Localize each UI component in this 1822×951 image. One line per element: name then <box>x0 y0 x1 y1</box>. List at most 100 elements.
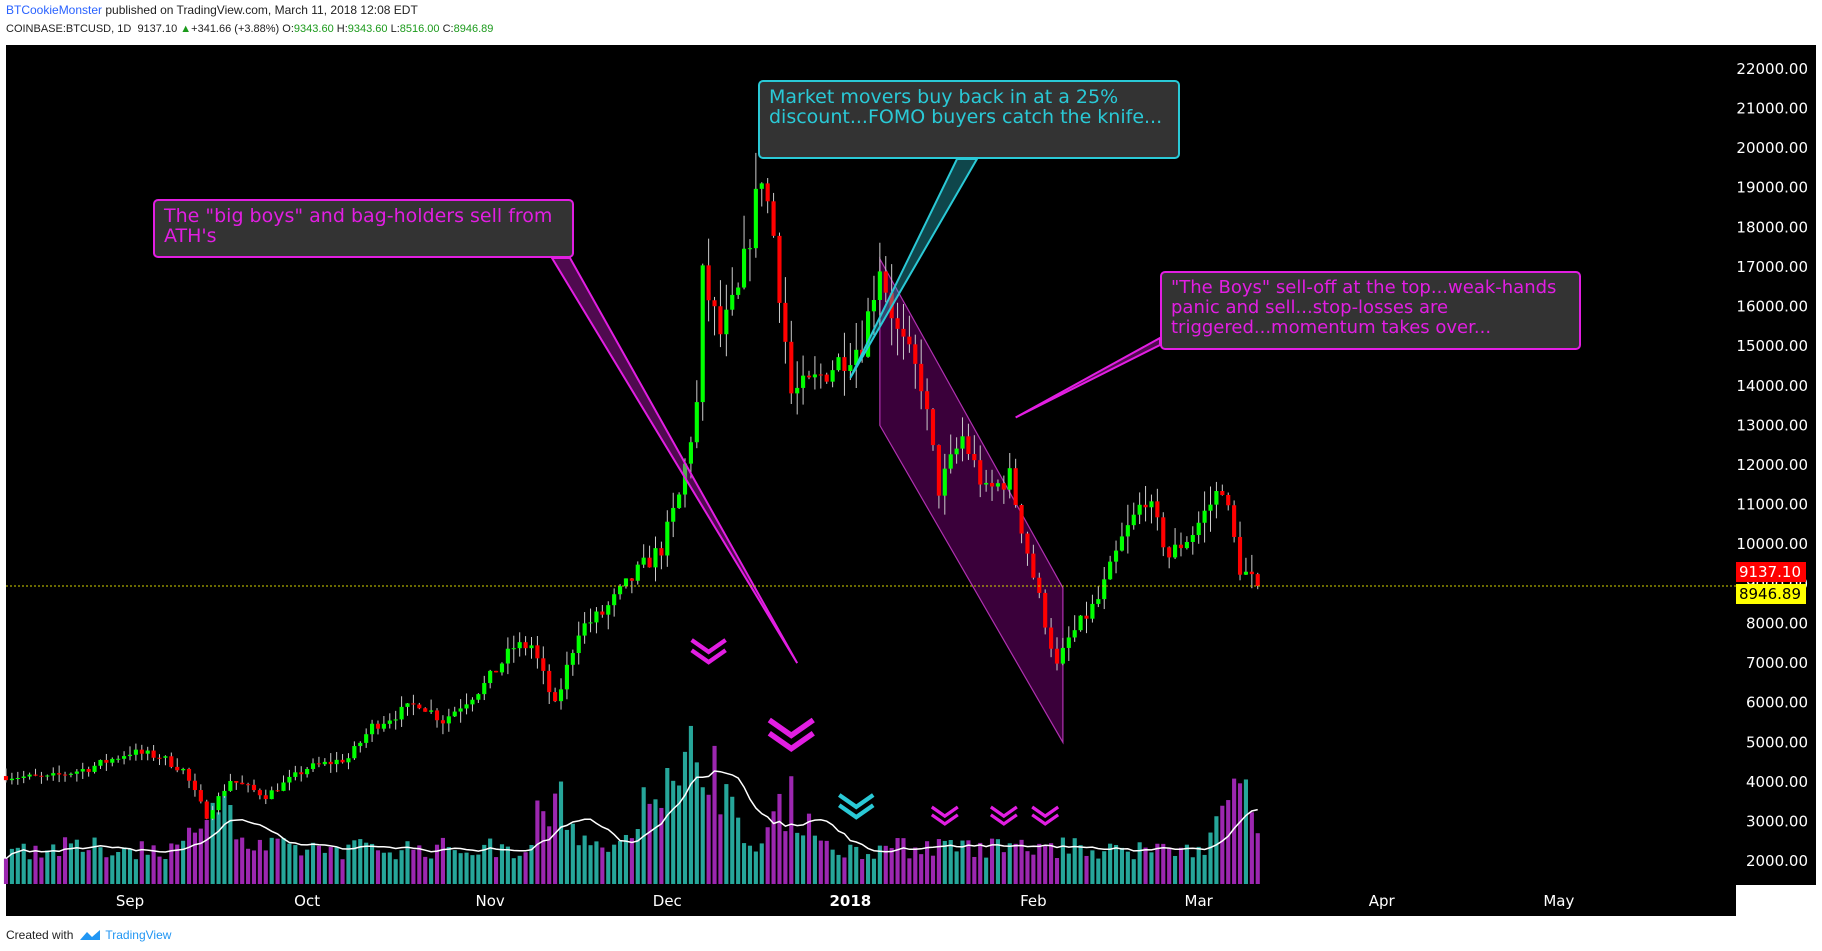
candle <box>494 670 499 673</box>
x-tick-label: Feb <box>1020 892 1047 910</box>
candle <box>257 788 262 800</box>
volume-bar <box>399 850 404 884</box>
volume-bar <box>1007 843 1012 884</box>
candle <box>541 646 546 685</box>
buyback-pointer <box>849 158 979 379</box>
annotation-buy-back[interactable]: Market movers buy back in at a 25% disco… <box>758 80 1180 159</box>
candle <box>848 342 853 381</box>
volume-bar <box>854 846 859 884</box>
candle <box>1143 485 1148 522</box>
candle-body <box>192 780 198 791</box>
candle-body <box>1190 535 1195 542</box>
volume-bar <box>222 791 227 884</box>
candle-body <box>275 790 280 792</box>
candle <box>925 378 930 431</box>
candle <box>181 767 186 775</box>
author-link[interactable]: BTCookieMonster <box>6 3 103 17</box>
high-label: H: <box>336 23 348 35</box>
candle <box>588 608 593 633</box>
candle-body <box>1060 647 1065 664</box>
publish-line: BTCookieMonster published on TradingView… <box>6 4 418 17</box>
volume-bar <box>759 843 764 884</box>
candle <box>116 755 121 763</box>
candle <box>417 702 422 710</box>
tradingview-link[interactable]: TradingView <box>79 928 171 942</box>
annotation-ath-sell[interactable]: The "big boys" and bag-holders sell from… <box>153 199 574 258</box>
candle <box>606 601 611 630</box>
volume-bar <box>765 827 770 884</box>
candle <box>263 789 268 805</box>
candle <box>405 703 410 716</box>
candle <box>877 242 882 327</box>
candle <box>104 753 109 771</box>
candle-body <box>647 557 652 568</box>
chevron-down-icon <box>690 648 727 665</box>
candle-body <box>316 763 322 765</box>
candle <box>275 783 280 792</box>
volume-bar <box>1054 858 1060 884</box>
candle-body <box>263 795 268 800</box>
candle-body <box>458 708 463 712</box>
candle-body <box>346 758 351 763</box>
candle-body <box>370 723 375 735</box>
candle <box>1184 536 1189 550</box>
candle <box>960 417 965 462</box>
volume-bar <box>51 844 56 884</box>
candle <box>39 771 44 784</box>
volume-bar <box>907 858 912 884</box>
volume-bar <box>795 832 800 884</box>
volume-bar <box>1131 859 1136 884</box>
candle-body <box>393 719 398 721</box>
volume-bar <box>9 848 14 884</box>
volume-bar <box>234 839 239 884</box>
volume-bar <box>523 852 528 884</box>
candle <box>470 697 475 712</box>
candle-body <box>688 442 693 464</box>
volume-bar <box>1078 845 1083 884</box>
candle <box>582 612 587 644</box>
candle <box>222 784 227 798</box>
candle <box>511 635 516 663</box>
candle-body <box>730 294 735 310</box>
candle <box>157 754 162 766</box>
annotation-sell-off[interactable]: "The Boys" sell-off at the top...weak-ha… <box>1160 271 1581 350</box>
candle <box>122 751 127 765</box>
candle-body <box>789 341 794 394</box>
candle-body <box>576 635 581 654</box>
candle <box>464 693 469 715</box>
change-value: ▲+341.66 (+3.88%) <box>180 23 280 35</box>
time-axis-area[interactable] <box>6 885 1736 916</box>
candle-body <box>588 622 593 624</box>
chart-plot-area[interactable] <box>6 45 1736 885</box>
y-tick-label: 16000.00 <box>1736 298 1808 316</box>
candle <box>21 770 26 784</box>
candle-body <box>310 763 316 769</box>
volume-bar <box>1226 800 1231 884</box>
candle <box>358 741 363 753</box>
candle-body <box>1119 536 1125 551</box>
candle <box>1013 458 1018 508</box>
close-value: 8946.89 <box>453 23 494 35</box>
candle <box>871 275 877 336</box>
candle-body <box>653 548 658 568</box>
candle-body <box>558 689 564 702</box>
price-axis-area[interactable] <box>1736 45 1816 885</box>
candle-body <box>269 790 274 800</box>
x-tick-label: Mar <box>1185 892 1214 910</box>
volume-bar <box>1090 850 1095 884</box>
candle-body <box>594 611 599 623</box>
candle-body <box>801 375 806 388</box>
candle <box>972 435 977 468</box>
candle-body <box>86 769 91 772</box>
volume-bar <box>919 854 924 884</box>
volume-bar <box>293 845 298 884</box>
candle-body <box>228 781 233 791</box>
volume-bar <box>1001 852 1006 884</box>
candle-body <box>1031 553 1036 578</box>
candle <box>677 492 682 509</box>
volume-bar <box>694 762 699 884</box>
price-axis: 2000.00 3000.00 4000.00 5000.00 6000.00 7000.… <box>1736 60 1808 870</box>
volume-bar <box>163 859 168 884</box>
candle <box>789 320 794 404</box>
volume-bar <box>612 844 617 884</box>
